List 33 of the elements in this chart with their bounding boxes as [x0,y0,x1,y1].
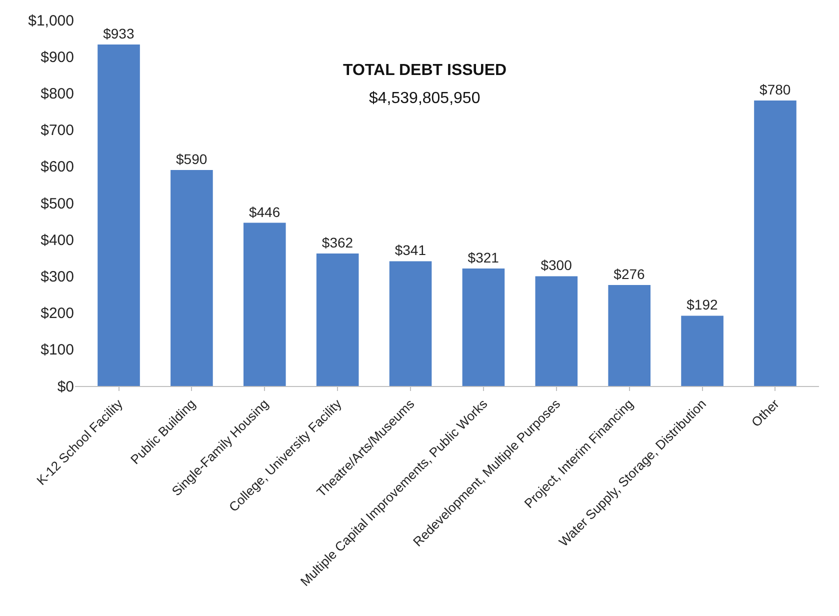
data-label: $590 [176,151,208,168]
data-label: $362 [322,234,354,251]
bar [316,254,359,386]
y-tick-label: $800 [40,85,74,102]
bar [608,284,651,386]
bar [754,100,796,386]
y-tick-label: $900 [40,48,74,66]
y-tick-label: $100 [40,342,74,359]
y-tick-label: $600 [40,158,74,176]
bar [170,170,213,386]
y-tick-label: $400 [40,232,74,249]
data-label: $446 [248,204,280,220]
y-tick-label: $0 [57,378,74,396]
y-tick-label: $1,000 [28,12,74,30]
data-label: $321 [468,250,500,266]
data-label: $300 [540,257,572,274]
data-label: $933 [103,26,134,42]
bar [243,222,286,386]
data-label: $341 [394,242,426,258]
y-tick-label: $300 [40,268,74,286]
y-tick-label: $200 [40,305,74,322]
data-label: $276 [614,266,646,282]
bar [681,316,724,386]
data-label: $192 [686,296,718,313]
y-tick-label: $700 [40,122,74,140]
bar [389,261,432,386]
bar [98,44,140,386]
annotation: TOTAL DEBT ISSUED [343,62,507,79]
y-tick-label: $500 [40,195,74,212]
bar [462,268,505,386]
bar [535,276,578,386]
annotation: $4,539,805,950 [369,90,480,107]
data-label: $780 [760,82,791,98]
